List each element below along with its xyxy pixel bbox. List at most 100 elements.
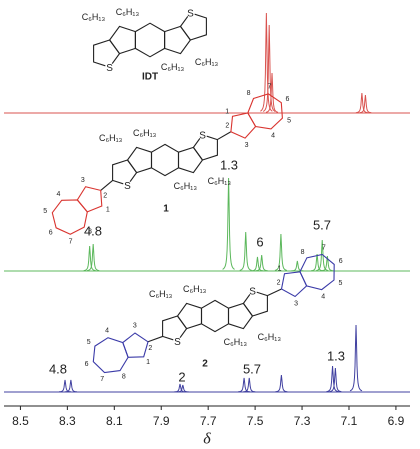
locant: 4 — [271, 133, 275, 140]
peak — [58, 379, 72, 393]
peak — [243, 377, 256, 393]
compound-label: 1 — [163, 204, 169, 215]
x-tick-label: 7.1 — [341, 414, 358, 428]
locant: 6 — [85, 361, 89, 368]
locant: 2 — [277, 279, 281, 286]
bond — [147, 335, 163, 343]
peak — [222, 177, 235, 270]
locant: 1 — [225, 108, 229, 115]
peak — [355, 92, 368, 114]
locant: 3 — [245, 142, 249, 149]
peak-annotation: 4.8 — [49, 361, 67, 376]
locant: 1 — [278, 265, 282, 272]
atom-mask — [198, 130, 208, 140]
substituent: C₆H₁₃ — [116, 7, 140, 17]
compound-label: IDT — [142, 72, 158, 83]
substituent: C₆H₁₃ — [195, 57, 219, 67]
locant: 5 — [338, 280, 342, 287]
ring — [179, 12, 207, 41]
ring — [112, 159, 138, 186]
peak — [262, 24, 276, 112]
substituent: C₆H₁₃ — [208, 176, 232, 186]
heteroatom: S — [249, 286, 256, 297]
ring — [227, 302, 254, 330]
locant: 5 — [43, 208, 47, 215]
substituent: C₆H₁₃ — [82, 12, 106, 22]
peak — [275, 374, 288, 393]
peak-annotation: 1.3 — [220, 157, 238, 172]
heteroatom: S — [106, 63, 113, 74]
peak — [83, 245, 96, 272]
ring — [242, 290, 268, 317]
ring — [280, 271, 308, 298]
bond — [100, 179, 113, 191]
locant: 7 — [267, 84, 271, 91]
locant: 3 — [133, 323, 137, 330]
substituent: C₆H₁₃ — [174, 181, 198, 191]
x-tick-label: 8.5 — [12, 414, 29, 428]
peak — [265, 72, 279, 113]
peak-annotation: 6 — [256, 234, 263, 249]
peak — [329, 367, 342, 393]
peak — [238, 377, 251, 393]
locant: 5 — [87, 339, 91, 346]
peak — [176, 384, 189, 393]
locant: 4 — [56, 191, 60, 198]
peak — [291, 260, 304, 272]
x-tick-label: 7.7 — [200, 414, 217, 428]
substituent: C₆H₁₃ — [149, 289, 173, 299]
locant: 2 — [225, 123, 229, 130]
x-tick-label: 6.9 — [388, 414, 405, 428]
peak — [251, 256, 264, 272]
locant: 1 — [106, 207, 110, 214]
heteroatom: S — [174, 337, 181, 348]
bond — [267, 288, 282, 297]
substituent: C₆H₁₃ — [224, 337, 248, 347]
x-tick-label: 8.3 — [59, 414, 76, 428]
locant: 2 — [103, 193, 107, 200]
locant: 4 — [105, 327, 109, 334]
ring — [164, 25, 192, 55]
locant: 6 — [285, 96, 289, 103]
locant: 3 — [81, 177, 85, 184]
peak — [64, 379, 77, 393]
peak — [321, 255, 334, 272]
ring — [76, 186, 103, 213]
atom-mask — [185, 8, 195, 18]
heteroatom: S — [124, 181, 131, 192]
locant: 6 — [49, 229, 53, 236]
ring — [177, 146, 204, 174]
locant: 8 — [88, 228, 92, 235]
peak — [311, 253, 324, 272]
locant: 7 — [69, 238, 73, 245]
x-tick-label: 7.9 — [153, 414, 170, 428]
ring — [93, 39, 121, 68]
locant: 7 — [100, 376, 104, 383]
peak — [239, 231, 252, 271]
peak — [260, 12, 273, 112]
atom-mask — [105, 62, 115, 72]
ring — [51, 199, 88, 235]
peak-annotation: 2 — [178, 369, 185, 384]
compound-label: 2 — [202, 359, 208, 370]
ring — [92, 337, 129, 374]
bond — [217, 131, 232, 141]
ring — [176, 302, 203, 330]
atom-mask — [248, 286, 258, 296]
peak-annotation: 5.7 — [313, 217, 331, 232]
peak — [173, 383, 187, 393]
atom-mask — [172, 336, 182, 346]
peak — [359, 94, 372, 114]
locant: 7 — [322, 244, 326, 251]
peak-annotation: 4.8 — [84, 223, 102, 238]
locant: 2 — [148, 345, 152, 352]
locant: 8 — [301, 249, 305, 256]
x-axis-label: δ — [203, 431, 211, 448]
locant: 3 — [294, 300, 298, 307]
ring — [108, 25, 136, 55]
heteroatom: S — [187, 8, 194, 19]
locant: 8 — [122, 373, 126, 380]
peak — [349, 324, 363, 392]
